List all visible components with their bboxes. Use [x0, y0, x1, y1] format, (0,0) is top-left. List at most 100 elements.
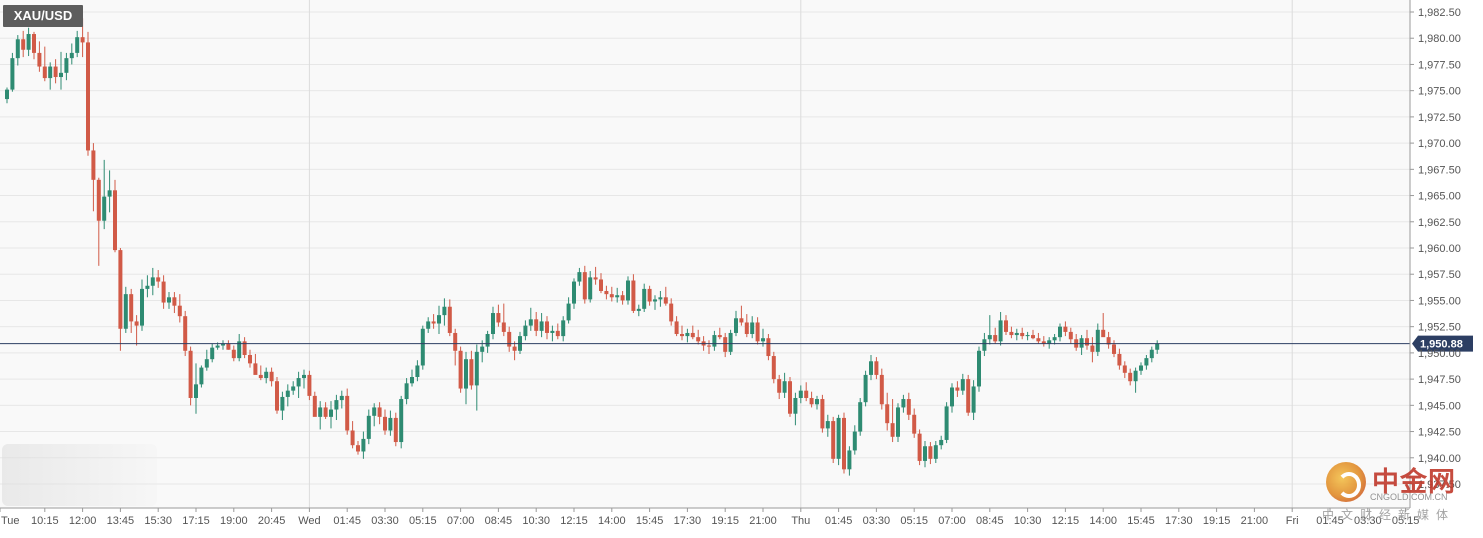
candle-body — [221, 343, 225, 346]
candle-body — [788, 381, 792, 414]
x-tick-label: 01:45 — [333, 515, 361, 527]
x-tick-label: 03:30 — [1354, 515, 1382, 527]
candle-body — [75, 37, 80, 53]
candle-body — [129, 294, 134, 322]
candle-body — [744, 322, 749, 335]
candle-body — [210, 347, 215, 360]
grid-lines — [0, 0, 1410, 508]
candle-body — [345, 395, 350, 431]
candle-body — [118, 250, 123, 329]
candle-body — [577, 272, 582, 282]
candle-body — [426, 321, 431, 329]
candle-body — [377, 407, 382, 417]
candle-body — [32, 34, 36, 53]
candle-body — [615, 295, 620, 298]
candle-body — [966, 379, 971, 413]
candle-body — [64, 58, 69, 73]
candle-body — [172, 297, 177, 306]
candle-body — [642, 288, 647, 309]
candle-body — [831, 421, 836, 459]
current-price-tag — [1412, 335, 1473, 352]
candle-body — [858, 402, 863, 432]
y-tick-label: 1,942.50 — [1418, 427, 1461, 439]
candle-body — [539, 321, 544, 331]
candle-body — [194, 384, 198, 398]
x-tick-label: Thu — [791, 515, 810, 527]
candle-body — [534, 319, 539, 331]
candle-body — [491, 313, 495, 335]
candle-body — [1149, 349, 1154, 359]
candle-body — [734, 318, 738, 333]
candle-body — [334, 400, 339, 410]
candle-body — [847, 450, 852, 470]
candle-body — [145, 285, 150, 289]
candle-body — [1112, 344, 1116, 354]
y-axis: 1,982.50 1,980.00 1,977.50 1,975.00 1,972.50… — [1409, 0, 1461, 508]
candle-body — [1031, 335, 1035, 339]
candle-body — [1009, 331, 1014, 336]
candle-body — [275, 381, 279, 411]
x-tick-label: 15:45 — [1127, 515, 1155, 527]
candle-body — [366, 415, 371, 439]
x-tick-label: 10:30 — [522, 515, 550, 527]
candle-body — [750, 322, 755, 335]
x-tick-label: 17:30 — [674, 515, 702, 527]
candle-body — [388, 417, 393, 431]
candle-body — [42, 66, 47, 79]
candle-body — [663, 297, 668, 304]
candle-body — [1085, 338, 1089, 346]
candle-body — [852, 431, 857, 451]
candle-body — [1041, 341, 1046, 344]
candle-body — [1139, 365, 1143, 371]
candle-body — [680, 334, 684, 337]
candle-body — [653, 299, 657, 302]
candle-body — [879, 374, 884, 405]
y-tick-label: 1,975.00 — [1418, 86, 1461, 98]
candle-body — [399, 399, 404, 443]
candle-body — [372, 407, 377, 416]
x-tick-label: 10:15 — [31, 515, 59, 527]
candle-body — [545, 321, 549, 333]
candle-body — [977, 350, 981, 387]
candle-body — [550, 330, 555, 333]
x-tick-label: 07:00 — [938, 515, 966, 527]
candle-body — [356, 445, 360, 452]
x-tick-label: 01:45 — [825, 515, 853, 527]
candle-body — [437, 315, 441, 324]
candle-body — [669, 303, 674, 322]
x-tick-label: 20:45 — [258, 515, 286, 527]
candle-body — [393, 417, 398, 443]
candle-body — [269, 371, 274, 382]
candle-body — [280, 396, 285, 411]
candle-body — [1014, 332, 1019, 336]
logo-icon — [1326, 462, 1366, 502]
candle-body — [312, 395, 317, 417]
candle-body — [809, 397, 814, 405]
candle-body — [26, 34, 31, 50]
symbol-label[interactable]: XAU/USD — [3, 5, 83, 27]
x-tick-label: 10:30 — [1014, 515, 1042, 527]
candle-body — [1058, 326, 1062, 338]
candle-body — [215, 345, 220, 348]
candle-body — [933, 445, 938, 459]
candle-body — [690, 332, 695, 338]
candle-body — [226, 343, 231, 350]
candle-body — [1155, 343, 1160, 350]
candle-body — [204, 359, 209, 368]
y-tick-label: 1,967.50 — [1418, 164, 1461, 176]
x-tick-label: 12:15 — [560, 515, 588, 527]
candle-body — [528, 319, 533, 326]
x-tick-label: 13:45 — [107, 515, 135, 527]
candle-body — [80, 37, 85, 43]
candle-body — [647, 288, 652, 302]
logo-tagline: 中文财经新媒体 — [1322, 508, 1456, 522]
y-tick-label: 1,962.50 — [1418, 217, 1461, 229]
candle-body — [804, 390, 809, 398]
candle-body — [15, 39, 20, 59]
y-tick-label: 1,970.00 — [1418, 138, 1461, 150]
logo-name: 中金网 — [1372, 467, 1456, 498]
candle-body — [134, 321, 139, 326]
candle-body — [69, 52, 74, 59]
candle-body — [599, 279, 603, 292]
